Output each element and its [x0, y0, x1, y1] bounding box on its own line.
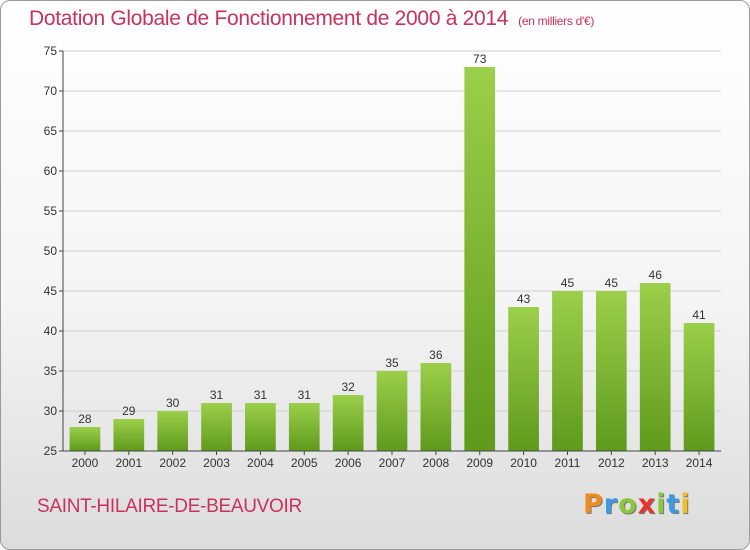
data-label: 45 [561, 276, 575, 290]
bar-2006 [332, 395, 364, 451]
data-label: 43 [517, 292, 531, 306]
x-tick-label: 2005 [291, 456, 318, 470]
commune-name: SAINT-HILAIRE-DE-BEAUVOIR [37, 496, 302, 517]
y-tick-label: 50 [44, 244, 58, 258]
data-label: 35 [385, 356, 399, 370]
y-tick-label: 70 [44, 84, 58, 98]
proxiti-logo: Proxiti [583, 489, 691, 520]
y-tick-label: 40 [44, 324, 58, 338]
chart-title: Dotation Globale de Fonctionnement de 20… [29, 7, 594, 31]
bar-2010 [508, 307, 539, 451]
bar-2014 [683, 323, 715, 451]
bar-2011 [552, 291, 583, 451]
logo-letter: x [637, 489, 657, 520]
bar-2012 [595, 291, 627, 451]
y-tick-label: 30 [44, 404, 58, 418]
x-tick-label: 2008 [423, 456, 450, 470]
logo-letter: o [618, 489, 638, 520]
bar-2009 [464, 67, 496, 451]
y-tick-label: 45 [44, 284, 58, 298]
data-label: 36 [429, 348, 443, 362]
data-label: 30 [166, 396, 180, 410]
y-tick-label: 55 [44, 204, 58, 218]
data-label: 32 [341, 380, 355, 394]
logo-letter: i [656, 489, 667, 520]
y-tick-label: 35 [44, 364, 58, 378]
x-tick-label: 2002 [159, 456, 186, 470]
chart-unit: (en milliers d'€) [518, 14, 595, 28]
x-tick-label: 2012 [598, 456, 625, 470]
y-tick-label: 60 [44, 164, 58, 178]
logo-letter: P [583, 489, 604, 520]
x-tick-label: 2011 [555, 456, 581, 470]
x-tick-label: 2009 [466, 456, 493, 470]
axes: 25 30 35 40 45 50 55 60 65 70 75 2000 2001 2002 2003 20… [44, 44, 721, 470]
x-tick-label: 2013 [642, 456, 669, 470]
x-tick-label: 2004 [247, 456, 274, 470]
data-label: 29 [122, 404, 136, 418]
logo-letter: t [666, 489, 681, 520]
data-label: 45 [605, 276, 619, 290]
x-tick-label: 2014 [686, 456, 713, 470]
bar-2002 [157, 411, 189, 451]
logo-letter: i [680, 489, 691, 520]
y-tick-label: 65 [44, 124, 58, 138]
data-label: 41 [692, 308, 706, 322]
bars: 28 29 30 31 31 31 32 35 36 73 43 45 45 46 41 [69, 52, 715, 451]
data-label: 28 [78, 412, 92, 426]
y-tick-label: 25 [44, 444, 58, 458]
data-label: 31 [254, 388, 268, 402]
bar-2001 [113, 419, 145, 451]
y-tick-label: 75 [44, 44, 58, 58]
data-label: 46 [649, 268, 663, 282]
bar-2008 [420, 363, 452, 451]
bar-2003 [201, 403, 232, 451]
x-tick-label: 2010 [510, 456, 537, 470]
x-tick-label: 2001 [115, 456, 142, 470]
chart-title-text: Dotation Globale de Fonctionnement de 20… [29, 7, 509, 30]
x-tick-label: 2006 [335, 456, 362, 470]
logo-letter: r [603, 489, 619, 520]
x-tick-label: 2003 [203, 456, 230, 470]
data-label: 31 [210, 388, 224, 402]
bar-2005 [288, 403, 320, 451]
data-label: 73 [473, 52, 487, 66]
bar-2013 [639, 283, 671, 451]
x-tick-label: 2000 [72, 456, 99, 470]
bar-2007 [376, 371, 408, 451]
bar-2004 [245, 403, 276, 451]
data-label: 31 [298, 388, 312, 402]
x-tick-label: 2007 [379, 456, 406, 470]
bar-2000 [69, 427, 101, 451]
